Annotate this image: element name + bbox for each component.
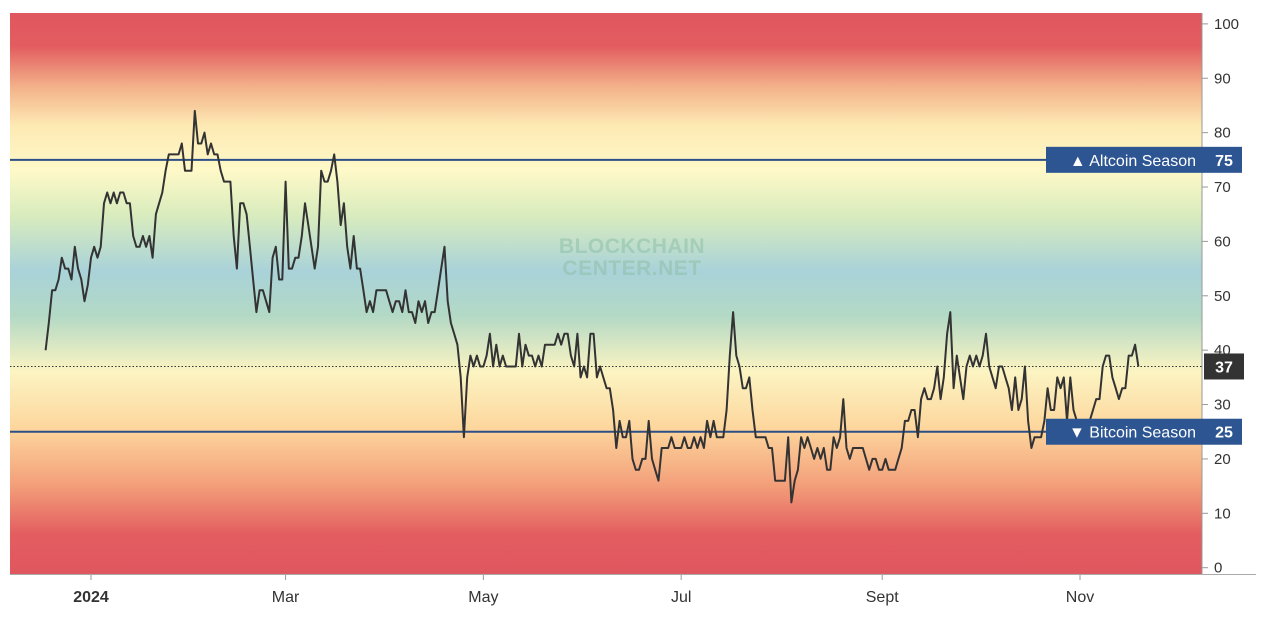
threshold-label-value: 75 [1215, 153, 1233, 170]
y-tick-label: 100 [1214, 16, 1239, 33]
y-tick-label: 10 [1214, 505, 1231, 522]
watermark: BLOCKCHAIN CENTER.NET [559, 235, 705, 280]
x-tick-label: Nov [1066, 589, 1094, 606]
x-tick-label: Jul [671, 589, 691, 606]
current-value-text: 37 [1215, 359, 1233, 376]
x-axis-ticks: 2024 Mar May Jul Sept Nov [73, 575, 1094, 606]
x-tick-label: May [468, 589, 498, 606]
watermark-line-1: BLOCKCHAIN [559, 235, 705, 258]
y-tick-label: 50 [1214, 288, 1231, 305]
watermark-line-2: CENTER.NET [562, 257, 701, 280]
y-tick-label: 20 [1214, 451, 1231, 468]
y-tick-label: 30 [1214, 397, 1231, 414]
threshold-label-text: ▼ Bitcoin Season [1069, 425, 1196, 442]
y-tick-label: 90 [1214, 70, 1231, 87]
threshold-labels: ▲ Altcoin Season 75 ▼ Bitcoin Season 25 [1046, 146, 1242, 445]
y-tick-label: 0 [1214, 560, 1222, 577]
threshold-lines [10, 158, 1046, 433]
y-tick-label: 60 [1214, 233, 1231, 250]
bitcoin-season-label: ▼ Bitcoin Season 25 [1046, 418, 1242, 445]
plot-background [10, 13, 1202, 574]
current-value-bg [1204, 353, 1244, 380]
y-tick-label: 80 [1214, 125, 1231, 142]
series-line [44, 109, 1140, 504]
current-value-label: 37 [1204, 353, 1244, 380]
altcoin-season-label: ▲ Altcoin Season 75 [1046, 146, 1242, 173]
x-tick-label: Mar [272, 589, 300, 606]
y-tick-label: 70 [1214, 179, 1231, 196]
x-tick-label: Sept [866, 589, 899, 606]
x-tick-label: 2024 [73, 589, 109, 606]
threshold-label-text: ▲ Altcoin Season [1070, 153, 1196, 170]
threshold-label-bg [1046, 418, 1242, 445]
threshold-label-bg [1046, 146, 1242, 173]
threshold-label-value: 25 [1215, 425, 1233, 442]
